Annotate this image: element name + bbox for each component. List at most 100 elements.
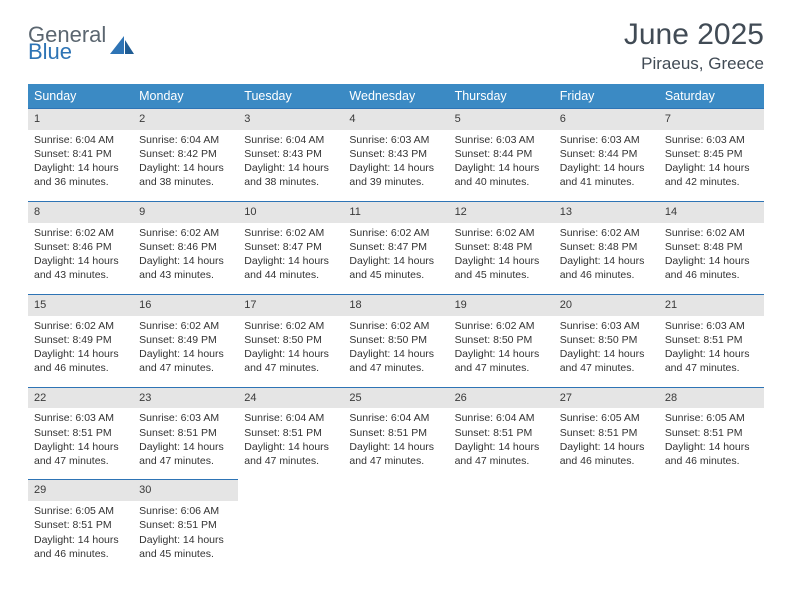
daynum-row: 2930 bbox=[28, 480, 764, 501]
day-cell: Sunrise: 6:02 AMSunset: 8:47 PMDaylight:… bbox=[343, 223, 448, 295]
day-cell: Sunrise: 6:02 AMSunset: 8:47 PMDaylight:… bbox=[238, 223, 343, 295]
sunset-text: Sunset: 8:47 PM bbox=[349, 240, 442, 254]
daylight-text-2: and 38 minutes. bbox=[139, 175, 232, 189]
daylight-text-1: Daylight: 14 hours bbox=[560, 440, 653, 454]
sunrise-text: Sunrise: 6:04 AM bbox=[139, 133, 232, 147]
daynum-row: 22232425262728 bbox=[28, 387, 764, 408]
day-cell: Sunrise: 6:03 AMSunset: 8:43 PMDaylight:… bbox=[343, 130, 448, 202]
sunset-text: Sunset: 8:43 PM bbox=[244, 147, 337, 161]
logo-text: General Blue bbox=[28, 24, 106, 70]
day-cell: Sunrise: 6:02 AMSunset: 8:50 PMDaylight:… bbox=[238, 316, 343, 388]
empty-cell bbox=[343, 480, 448, 501]
day-number: 22 bbox=[28, 387, 133, 408]
sunrise-text: Sunrise: 6:03 AM bbox=[455, 133, 548, 147]
sunset-text: Sunset: 8:51 PM bbox=[349, 426, 442, 440]
weekday-header: Thursday bbox=[449, 84, 554, 109]
content-row: Sunrise: 6:03 AMSunset: 8:51 PMDaylight:… bbox=[28, 408, 764, 480]
day-cell: Sunrise: 6:03 AMSunset: 8:45 PMDaylight:… bbox=[659, 130, 764, 202]
day-cell: Sunrise: 6:03 AMSunset: 8:51 PMDaylight:… bbox=[133, 408, 238, 480]
day-number: 20 bbox=[554, 294, 659, 315]
day-cell: Sunrise: 6:02 AMSunset: 8:49 PMDaylight:… bbox=[28, 316, 133, 388]
day-cell: Sunrise: 6:03 AMSunset: 8:50 PMDaylight:… bbox=[554, 316, 659, 388]
daynum-row: 15161718192021 bbox=[28, 294, 764, 315]
weekday-header-row: Sunday Monday Tuesday Wednesday Thursday… bbox=[28, 84, 764, 109]
sunrise-text: Sunrise: 6:05 AM bbox=[665, 411, 758, 425]
daylight-text-1: Daylight: 14 hours bbox=[560, 254, 653, 268]
empty-cell bbox=[343, 501, 448, 572]
sunset-text: Sunset: 8:51 PM bbox=[665, 426, 758, 440]
weekday-header: Wednesday bbox=[343, 84, 448, 109]
daylight-text-2: and 47 minutes. bbox=[244, 361, 337, 375]
content-row: Sunrise: 6:04 AMSunset: 8:41 PMDaylight:… bbox=[28, 130, 764, 202]
sunset-text: Sunset: 8:47 PM bbox=[244, 240, 337, 254]
day-cell: Sunrise: 6:02 AMSunset: 8:50 PMDaylight:… bbox=[343, 316, 448, 388]
weekday-header: Monday bbox=[133, 84, 238, 109]
sunset-text: Sunset: 8:49 PM bbox=[139, 333, 232, 347]
daylight-text-1: Daylight: 14 hours bbox=[34, 161, 127, 175]
empty-cell bbox=[554, 501, 659, 572]
day-number: 27 bbox=[554, 387, 659, 408]
daylight-text-1: Daylight: 14 hours bbox=[665, 254, 758, 268]
daylight-text-1: Daylight: 14 hours bbox=[139, 440, 232, 454]
daynum-row: 1234567 bbox=[28, 109, 764, 130]
sunrise-text: Sunrise: 6:04 AM bbox=[349, 411, 442, 425]
day-number: 19 bbox=[449, 294, 554, 315]
weekday-header: Saturday bbox=[659, 84, 764, 109]
daylight-text-1: Daylight: 14 hours bbox=[34, 254, 127, 268]
sunrise-text: Sunrise: 6:03 AM bbox=[560, 319, 653, 333]
daylight-text-1: Daylight: 14 hours bbox=[34, 347, 127, 361]
sunrise-text: Sunrise: 6:03 AM bbox=[665, 133, 758, 147]
daylight-text-1: Daylight: 14 hours bbox=[665, 347, 758, 361]
sunset-text: Sunset: 8:51 PM bbox=[560, 426, 653, 440]
day-number: 15 bbox=[28, 294, 133, 315]
sunset-text: Sunset: 8:49 PM bbox=[34, 333, 127, 347]
calendar-table: Sunday Monday Tuesday Wednesday Thursday… bbox=[28, 84, 764, 572]
day-number: 18 bbox=[343, 294, 448, 315]
day-cell: Sunrise: 6:05 AMSunset: 8:51 PMDaylight:… bbox=[28, 501, 133, 572]
day-cell: Sunrise: 6:05 AMSunset: 8:51 PMDaylight:… bbox=[659, 408, 764, 480]
daylight-text-2: and 47 minutes. bbox=[560, 361, 653, 375]
day-number: 29 bbox=[28, 480, 133, 501]
day-cell: Sunrise: 6:02 AMSunset: 8:46 PMDaylight:… bbox=[133, 223, 238, 295]
daylight-text-2: and 45 minutes. bbox=[455, 268, 548, 282]
day-cell: Sunrise: 6:02 AMSunset: 8:46 PMDaylight:… bbox=[28, 223, 133, 295]
sunrise-text: Sunrise: 6:02 AM bbox=[665, 226, 758, 240]
sunset-text: Sunset: 8:43 PM bbox=[349, 147, 442, 161]
empty-cell bbox=[238, 501, 343, 572]
day-number: 24 bbox=[238, 387, 343, 408]
sunrise-text: Sunrise: 6:05 AM bbox=[34, 504, 127, 518]
daylight-text-1: Daylight: 14 hours bbox=[139, 254, 232, 268]
daylight-text-2: and 47 minutes. bbox=[139, 361, 232, 375]
day-number: 3 bbox=[238, 109, 343, 130]
daylight-text-1: Daylight: 14 hours bbox=[34, 440, 127, 454]
sunset-text: Sunset: 8:51 PM bbox=[244, 426, 337, 440]
sunrise-text: Sunrise: 6:03 AM bbox=[349, 133, 442, 147]
daylight-text-2: and 42 minutes. bbox=[665, 175, 758, 189]
sunrise-text: Sunrise: 6:04 AM bbox=[455, 411, 548, 425]
location: Piraeus, Greece bbox=[624, 54, 764, 74]
sunrise-text: Sunrise: 6:02 AM bbox=[455, 319, 548, 333]
daylight-text-1: Daylight: 14 hours bbox=[349, 440, 442, 454]
content-row: Sunrise: 6:02 AMSunset: 8:46 PMDaylight:… bbox=[28, 223, 764, 295]
daylight-text-2: and 43 minutes. bbox=[34, 268, 127, 282]
content-row: Sunrise: 6:02 AMSunset: 8:49 PMDaylight:… bbox=[28, 316, 764, 388]
daylight-text-2: and 46 minutes. bbox=[560, 268, 653, 282]
sunset-text: Sunset: 8:45 PM bbox=[665, 147, 758, 161]
daylight-text-1: Daylight: 14 hours bbox=[665, 440, 758, 454]
daylight-text-1: Daylight: 14 hours bbox=[244, 347, 337, 361]
day-number: 21 bbox=[659, 294, 764, 315]
daylight-text-1: Daylight: 14 hours bbox=[244, 440, 337, 454]
daylight-text-1: Daylight: 14 hours bbox=[349, 161, 442, 175]
content-row: Sunrise: 6:05 AMSunset: 8:51 PMDaylight:… bbox=[28, 501, 764, 572]
daylight-text-1: Daylight: 14 hours bbox=[455, 440, 548, 454]
sunset-text: Sunset: 8:51 PM bbox=[665, 333, 758, 347]
day-number: 25 bbox=[343, 387, 448, 408]
weekday-header: Tuesday bbox=[238, 84, 343, 109]
day-number: 1 bbox=[28, 109, 133, 130]
daylight-text-1: Daylight: 14 hours bbox=[455, 347, 548, 361]
daylight-text-1: Daylight: 14 hours bbox=[665, 161, 758, 175]
day-cell: Sunrise: 6:05 AMSunset: 8:51 PMDaylight:… bbox=[554, 408, 659, 480]
sunset-text: Sunset: 8:50 PM bbox=[560, 333, 653, 347]
day-number: 6 bbox=[554, 109, 659, 130]
calendar-page: General Blue June 2025 Piraeus, Greece S… bbox=[0, 0, 792, 590]
